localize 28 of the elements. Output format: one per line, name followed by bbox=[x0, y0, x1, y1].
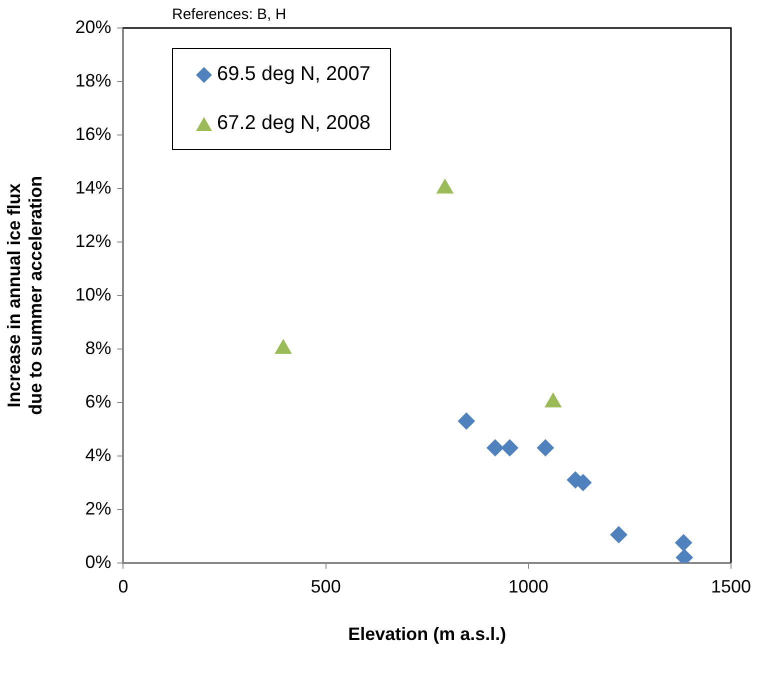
y-tick-label: 2% bbox=[85, 498, 112, 518]
point bbox=[675, 534, 692, 552]
point bbox=[274, 339, 292, 354]
point bbox=[610, 526, 628, 544]
y-tick-label: 0% bbox=[85, 552, 112, 572]
y-tick-label: 8% bbox=[85, 338, 112, 358]
x-tick-label: 0 bbox=[118, 576, 128, 597]
y-tick-label: 14% bbox=[75, 177, 112, 198]
y-tick-label: 6% bbox=[85, 391, 112, 412]
x-tick-label: 1500 bbox=[710, 576, 751, 597]
point bbox=[536, 439, 554, 456]
y-tick-label: 16% bbox=[75, 124, 112, 144]
y-tick-label: 20% bbox=[75, 16, 112, 37]
y-axis-title: Increase in annual ice flux due to summer acceleration bbox=[4, 176, 46, 415]
legend-label: 67.2 deg N, 2008 bbox=[217, 112, 370, 135]
x-axis-title: Elevation (m a.s.l.) bbox=[348, 624, 506, 644]
x-tick-label: 1000 bbox=[508, 576, 548, 597]
y-tick-label: 10% bbox=[75, 284, 112, 304]
text: References: B, H bbox=[172, 6, 286, 23]
y-tick-label: 12% bbox=[75, 230, 112, 251]
y-tick-label: 4% bbox=[85, 444, 112, 465]
point bbox=[458, 412, 475, 430]
point bbox=[486, 439, 504, 456]
point bbox=[501, 439, 518, 456]
point bbox=[436, 178, 454, 194]
legend-label: 69.5 deg N, 2007 bbox=[217, 63, 370, 86]
y-tick-label: 18% bbox=[75, 70, 112, 90]
x-tick-label: 500 bbox=[310, 576, 341, 597]
